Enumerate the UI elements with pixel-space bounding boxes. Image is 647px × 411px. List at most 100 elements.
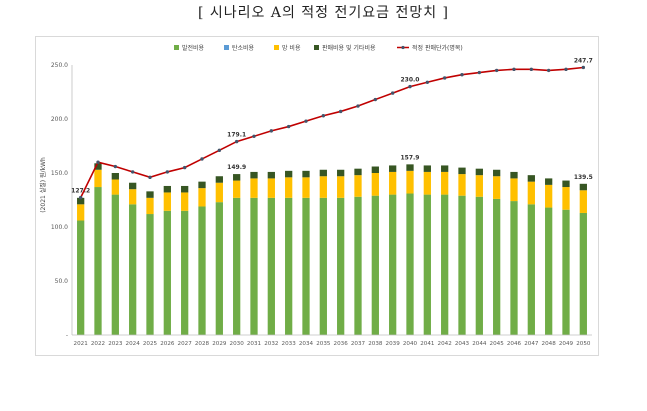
bar-segment [579,183,587,191]
bar-segment [493,176,501,199]
line-point [252,134,256,138]
bar-segment [267,171,275,179]
bar-segment [215,176,223,183]
line-point [373,97,378,102]
bar-segment [458,167,466,175]
y-tick-label: 100.0 [51,224,68,231]
line-point [78,195,83,200]
page-title: [ 시나리오 A의 적정 전기요금 전망치 ] [197,5,450,21]
bar-segment [337,176,345,198]
bar-segment [510,201,518,335]
bar-segment [475,168,483,176]
bar-segment [406,164,414,171]
x-tick-label: 2049 [559,341,574,347]
x-tick-label: 2026 [160,341,175,347]
bar-segment [233,180,241,198]
bar-segment [389,171,397,195]
legend-label: 적정 판매단가(명목) [412,44,463,52]
line-point [286,124,291,129]
bar-segment [77,197,85,205]
y-tick-label: 50.0 [55,278,69,285]
bar-segment [527,181,535,205]
bar-segment [302,197,310,335]
line-point [512,67,516,72]
bar-segment [579,212,587,335]
x-tick-label: 2048 [542,341,557,347]
line-point [113,164,118,169]
x-tick-label: 2034 [299,341,314,347]
legend-marker [401,45,405,50]
bar-segment [389,165,397,172]
bar-segment [111,173,119,180]
bar-segment [111,194,119,335]
bar-segment [562,180,570,188]
data-label: 127.2 [71,188,90,195]
x-tick-label: 2028 [195,341,210,347]
legend-swatch [174,45,179,50]
bar-segment [163,192,171,211]
bar-segment [475,175,483,197]
bar-segment [233,197,241,335]
x-tick-label: 2033 [282,341,297,347]
x-tick-label: 2039 [386,341,401,347]
bar-segment [527,175,535,182]
line-point [529,67,534,72]
bar-segment [319,176,327,198]
legend-swatch [224,45,229,50]
bar-segment [129,189,137,205]
legend-label: 탄소비용 [232,44,255,52]
bar-segment [545,184,553,208]
bar-segment [285,177,293,198]
x-tick-label: 2045 [490,341,505,347]
bar-segment [545,207,553,335]
x-tick-label: 2035 [316,341,331,347]
x-tick-label: 2023 [108,341,123,347]
x-tick-label: 2024 [126,341,141,347]
line-point [304,119,308,123]
line-point [130,170,135,174]
bar-segment [250,197,258,335]
x-tick-label: 2043 [455,341,470,347]
x-tick-label: 2044 [472,341,487,347]
x-tick-label: 2040 [403,341,418,347]
bar-segment [146,191,154,198]
y-tick-label: 150.0 [51,170,68,177]
bar-segment [285,197,293,335]
line-point [321,114,326,118]
x-tick-label: 2041 [420,341,435,347]
legend-swatch [274,45,279,50]
line-point [234,139,239,144]
bar-segment [319,197,327,335]
y-axis: - 50.0 100.0 150.0 200.0 250.0 [51,62,73,339]
x-tick-label: 2036 [334,341,349,347]
bar-segment [371,166,379,173]
bar-segment [579,190,587,213]
bar-segment [198,181,206,189]
bar-segment [475,196,483,335]
bar-segment [181,192,189,211]
x-tick-label: 2030 [230,341,245,347]
bar-segment [441,194,449,335]
bar-segment [493,169,501,177]
bar-segment [198,206,206,335]
bar-segment [406,193,414,335]
bar-segment [129,182,137,190]
bar-segment [163,185,171,193]
bar-segment [527,204,535,335]
bar-segment [423,194,431,335]
line-point [338,109,343,114]
line-point [564,67,568,72]
stacked-bar-line-chart: 발전비용 탄소비용 망 비용 판매비용 및 기타비용 적정 판매단가(명목) - 50.0… [39,44,593,347]
bar-segment [389,194,397,335]
line-point [408,84,412,89]
bar-segment [215,202,223,335]
line-point [356,104,360,108]
y-tick-label: 200.0 [51,116,68,123]
bar-segment [215,182,223,203]
bar-segment [441,171,449,195]
bar-segment [129,204,137,335]
bar-segment [94,187,102,335]
data-label: 179.1 [227,132,246,139]
bar-segment [250,171,258,179]
bar-segment [302,177,310,198]
